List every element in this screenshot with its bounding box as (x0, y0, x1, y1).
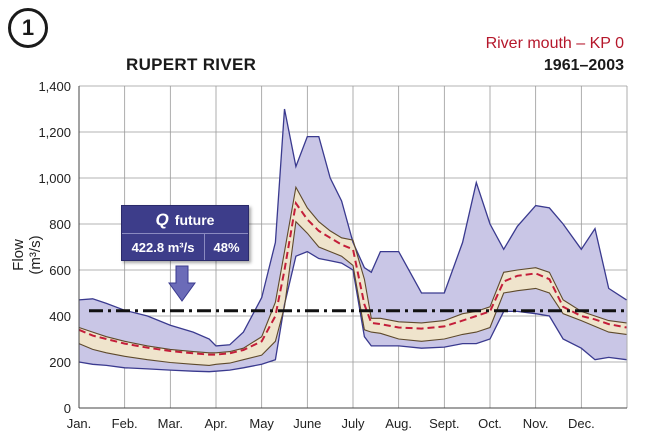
x-tick-label: Apr. (204, 416, 227, 431)
flow-inner-band (79, 187, 627, 366)
y-tick-label: 800 (49, 217, 71, 232)
y-tick-label: 400 (49, 309, 71, 324)
x-tick-label: Sept. (429, 416, 459, 431)
x-tick-label: Aug. (385, 416, 412, 431)
x-tick-label: Nov. (523, 416, 549, 431)
y-tick-label: 600 (49, 263, 71, 278)
callout-arrow (168, 265, 196, 302)
x-tick-label: June (293, 416, 321, 431)
series-line-lower (78, 220, 627, 366)
x-tick-label: Jan. (67, 416, 92, 431)
flow-envelope-area (79, 109, 627, 372)
series-line-min (78, 250, 627, 373)
q-flow-icon: Q (155, 209, 169, 229)
future-flow-callout: Q future 422.8 m³/s 48% (121, 205, 249, 261)
y-tick-label: 1,400 (38, 79, 71, 94)
x-tick-label: Feb. (112, 416, 138, 431)
chart-title: RUPERT RIVER (126, 55, 257, 74)
x-tick-label: July (341, 416, 365, 431)
chart-period: 1961–2003 (543, 57, 624, 74)
callout-flow-value: 422.8 m³/s (122, 234, 205, 260)
series-line-upper (78, 185, 627, 354)
chart-number-badge: 1 (8, 8, 48, 48)
x-tick-label: May (249, 416, 274, 431)
callout-percent: 48% (213, 239, 240, 255)
y-tick-label: 1,000 (38, 171, 71, 186)
callout-label: future (174, 211, 215, 228)
y-tick-label: 200 (49, 355, 71, 370)
y-tick-label: 0 (64, 401, 71, 416)
x-tick-label: Mar. (158, 416, 183, 431)
x-tick-label: Dec. (568, 416, 595, 431)
chart-subtitle: River mouth – KP 0 (485, 35, 624, 52)
series-line-mean (78, 200, 627, 356)
y-tick-label: 1,200 (38, 125, 71, 140)
x-tick-label: Oct. (478, 416, 502, 431)
series-line-max (78, 108, 627, 347)
